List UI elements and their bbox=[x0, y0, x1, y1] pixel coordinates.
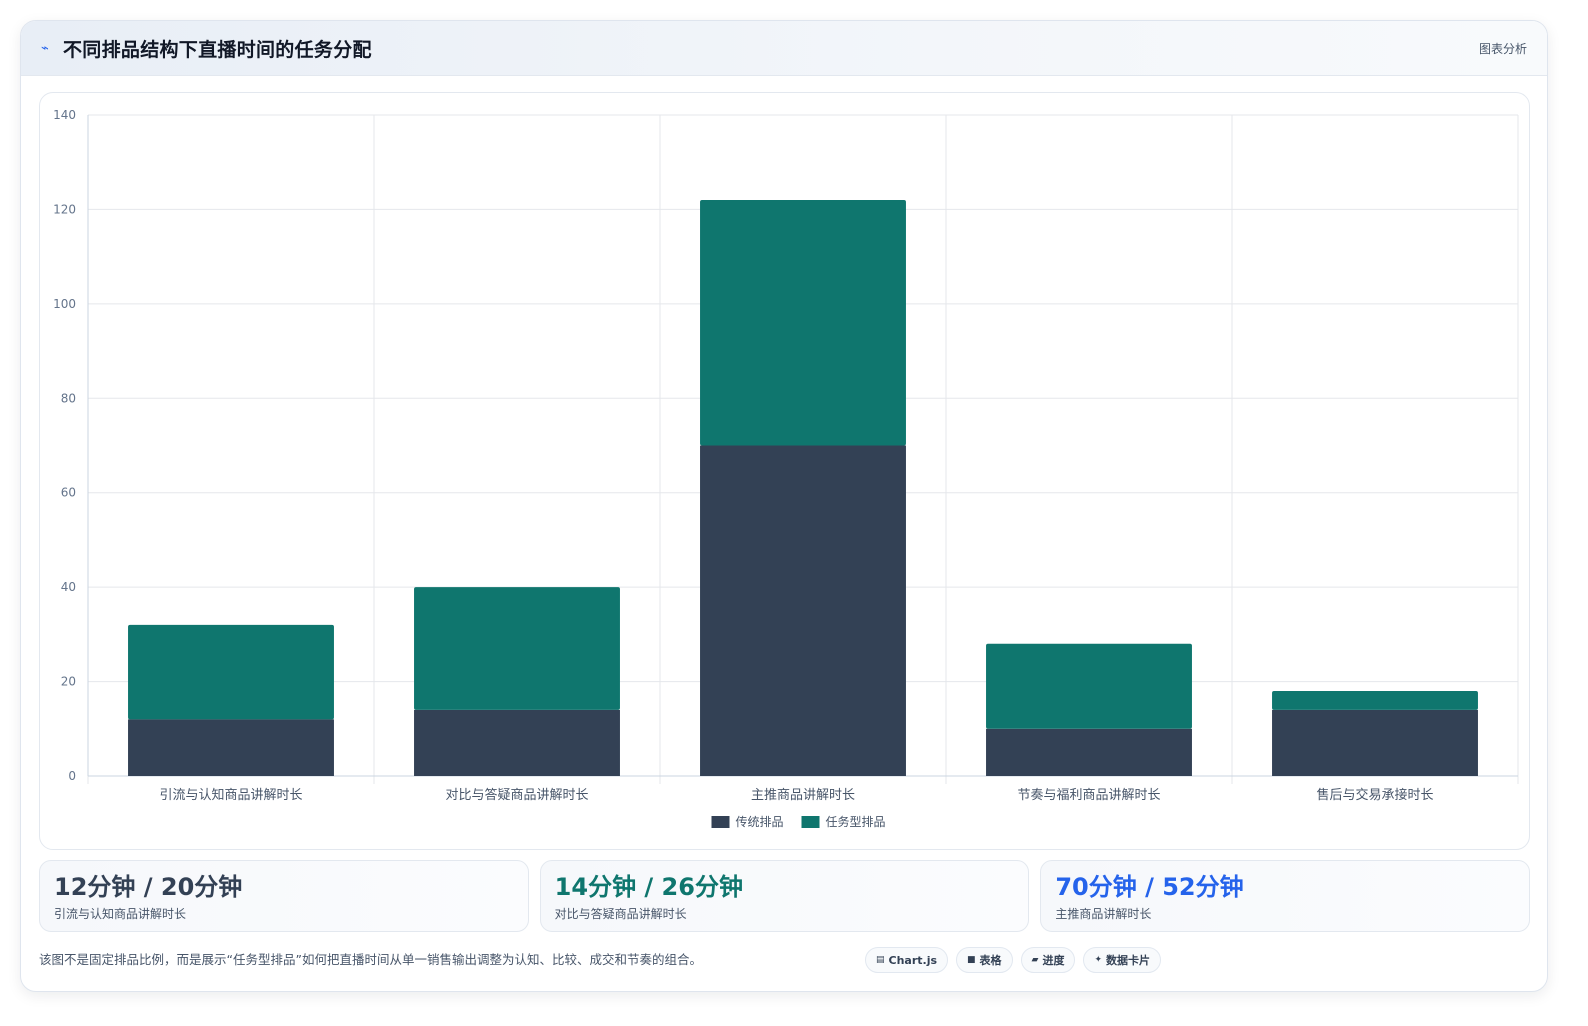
footer: 该图不是固定排品比例，而是展示“任务型排品”如何把直播时间从单一销售输出调整为认… bbox=[39, 945, 1530, 979]
stat-label-1: 引流与认知商品讲解时长 bbox=[54, 907, 187, 921]
bar-segment bbox=[986, 728, 1192, 776]
progress-icon: ▰ bbox=[1031, 955, 1039, 965]
chart-panel: ⌁ 不同排品结构下直播时间的任务分配 图表分析 0 20 40 60 80 100 120 1… bbox=[20, 20, 1548, 992]
stat-value-3: 70分钟 / 52分钟 bbox=[1055, 873, 1244, 901]
y-tick-label: 20 bbox=[61, 675, 76, 689]
header-left: ⌁ 不同排品结构下直播时间的任务分配 bbox=[41, 35, 372, 62]
legend-label: 传统排品 bbox=[736, 814, 784, 829]
x-tick-label: 主推商品讲解时长 bbox=[751, 788, 855, 803]
y-tick-label: 120 bbox=[53, 202, 76, 216]
y-tick-label: 0 bbox=[68, 769, 76, 783]
chip-data-card[interactable]: ✦ 数据卡片 bbox=[1083, 947, 1162, 973]
y-tick-label: 60 bbox=[61, 486, 76, 500]
footer-note: 该图不是固定排品比例，而是展示“任务型排品”如何把直播时间从单一销售输出调整为认… bbox=[39, 952, 702, 967]
chip-row: ▤ Chart.js ■ 表格 ▰ 进度 ✦ 数据卡片 bbox=[865, 947, 1162, 973]
bar-segment bbox=[700, 199, 906, 446]
stat-label-2: 对比与答疑商品讲解时长 bbox=[554, 907, 687, 921]
y-tick-label: 140 bbox=[53, 108, 76, 122]
legend-swatch bbox=[711, 816, 730, 828]
x-tick-label: 对比与答疑商品讲解时长 bbox=[445, 787, 588, 803]
stat-card-3: 70分钟 / 52分钟 主推商品讲解时长 bbox=[1040, 860, 1531, 932]
bar-segment bbox=[1272, 691, 1478, 710]
stat-value-2: 14分钟 / 26分钟 bbox=[554, 873, 743, 901]
bar-segment bbox=[1272, 709, 1478, 776]
y-tick-label: 40 bbox=[61, 580, 76, 594]
stats-row: 12分钟 / 20分钟 引流与认知商品讲解时长 14分钟 / 26分钟 对比与答… bbox=[39, 860, 1531, 932]
bar-segment bbox=[700, 445, 906, 776]
stacked-bar-chart: 0 20 40 60 80 100 120 140 引流与认知商品讲解时长 对比与答疑商品讲解时长… bbox=[53, 108, 1519, 829]
legend-swatch bbox=[801, 816, 820, 828]
bar-segment bbox=[414, 709, 620, 776]
x-tick-label: 售后与交易承接时长 bbox=[1316, 787, 1433, 803]
bar-segment bbox=[128, 624, 334, 720]
chip-label: Chart.js bbox=[888, 953, 938, 967]
chip-label: 表格 bbox=[979, 954, 1002, 967]
stat-card-1: 12分钟 / 20分钟 引流与认知商品讲解时长 bbox=[39, 860, 529, 932]
x-tick-label: 引流与认知商品讲解时长 bbox=[159, 787, 302, 803]
chip-chartjs[interactable]: ▤ Chart.js bbox=[865, 947, 949, 973]
x-tick-label: 节奏与福利商品讲解时长 bbox=[1017, 788, 1160, 803]
bar-segment bbox=[128, 719, 334, 776]
trend-icon: ⌁ bbox=[41, 40, 49, 56]
page-title: 不同排品结构下直播时间的任务分配 bbox=[63, 38, 372, 61]
bar-segment bbox=[986, 643, 1192, 729]
y-tick-label: 100 bbox=[53, 297, 76, 311]
chart-analysis-tag[interactable]: 图表分析 bbox=[1478, 41, 1527, 56]
chart-card: 0 20 40 60 80 100 120 140 引流与认知商品讲解时长 对比与答疑商品讲解时长… bbox=[39, 92, 1530, 850]
stat-label-3: 主推商品讲解时长 bbox=[1055, 907, 1152, 921]
legend-label: 任务型排品 bbox=[826, 814, 886, 829]
chip-progress[interactable]: ▰ 进度 bbox=[1020, 947, 1076, 973]
chip-table[interactable]: ■ 表格 bbox=[956, 947, 1013, 973]
bar-segment bbox=[414, 587, 620, 710]
stat-value-1: 12分钟 / 20分钟 bbox=[54, 873, 243, 901]
y-tick-label: 80 bbox=[61, 391, 76, 405]
chart-icon: ▤ bbox=[876, 955, 885, 965]
table-icon: ■ bbox=[967, 955, 976, 965]
panel-header: ⌁ 不同排品结构下直播时间的任务分配 图表分析 bbox=[21, 21, 1547, 76]
chip-label: 进度 bbox=[1042, 954, 1065, 967]
stat-card-2: 14分钟 / 26分钟 对比与答疑商品讲解时长 bbox=[539, 860, 1030, 932]
chip-label: 数据卡片 bbox=[1106, 954, 1151, 967]
sparkle-icon: ✦ bbox=[1094, 955, 1103, 965]
